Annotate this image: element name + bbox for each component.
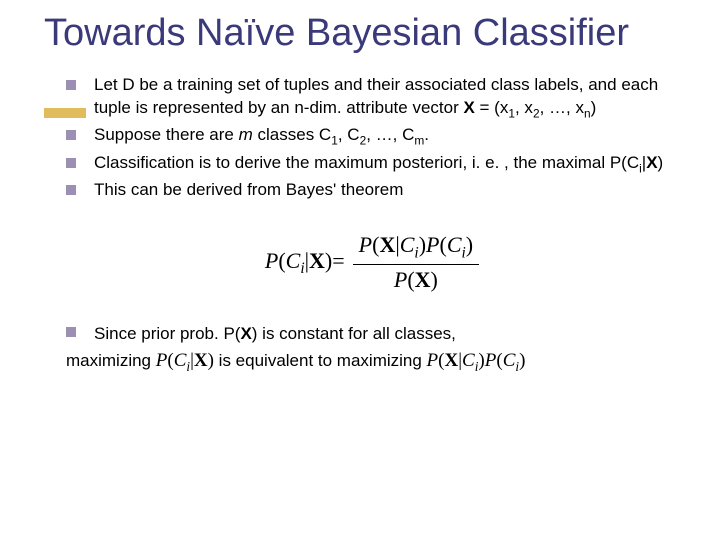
var-x: X [463,98,474,117]
text: , x [515,98,533,117]
text: is equivalent to maximizing [214,351,427,370]
paren: ) [466,232,473,257]
sub: 1 [508,106,515,120]
text: ) [591,98,597,117]
bullet-item-5: Since prior prob. P(X) is constant for a… [66,321,692,347]
paren: ) [431,267,438,292]
c: C [462,350,475,371]
sub: m [414,133,424,147]
paren: ) [519,350,525,371]
x: X [444,350,458,371]
paren: ( [439,232,446,257]
p: P [426,232,439,257]
bayes-formula: P(Ci|X)=P(X|Ci)P(Ci)P(X) [52,232,692,293]
var-x: X [240,324,251,343]
eq: )= [325,248,345,273]
fraction: P(X|Ci)P(Ci)P(X) [353,232,479,293]
text: classes C [253,125,331,144]
x: X [309,248,325,273]
paren: ( [407,267,414,292]
sub: n [584,106,591,120]
text: = (x [475,98,509,117]
c: C [174,350,187,371]
p: P [427,350,439,371]
c: C [400,232,415,257]
bullet-item-4: This can be derived from Bayes' theorem [66,179,692,202]
text: ) is constant for all classes, [252,324,456,343]
numerator: P(X|Ci)P(Ci) [353,232,479,265]
closing-line-2: maximizing P(Ci|X) is equivalent to maxi… [66,347,692,377]
closing-text: Since prior prob. P(X) is constant for a… [66,321,692,376]
text: . [424,125,429,144]
p: P [394,267,407,292]
paren: ( [278,248,285,273]
p: P [485,350,497,371]
var-x: X [646,153,657,172]
bullet-item-3: Classification is to derive the maximum … [66,152,692,176]
p: P [156,350,168,371]
expr-likelihood-prior: P(X|Ci)P(Ci) [427,350,526,371]
slide-title: Towards Naïve Bayesian Classifier [44,12,692,56]
text: , …, x [540,98,584,117]
c: C [447,232,462,257]
x: X [379,232,395,257]
sub: 1 [331,133,338,147]
denominator: P(X) [353,265,479,293]
p: P [265,248,278,273]
slide: Towards Naïve Bayesian Classifier Let D … [0,0,720,397]
text: , …, C [366,125,414,144]
var-m: m [239,125,253,144]
bullet-item-2: Suppose there are m classes C1, C2, …, C… [66,124,692,148]
text: maximizing [66,351,156,370]
expr-posterior: P(Ci|X) [156,350,214,371]
paren: ) [419,232,426,257]
x: X [415,267,431,292]
p: P [359,232,372,257]
sub: 2 [533,106,540,120]
c: C [286,248,301,273]
bullet-item-1: Let D be a training set of tuples and th… [66,74,692,121]
text: Classification is to derive the maximum … [94,153,639,172]
text: , C [338,125,360,144]
text: Suppose there are [94,125,239,144]
text: ) [658,153,664,172]
text: Since prior prob. P( [94,324,240,343]
x: X [194,350,208,371]
text: This can be derived from Bayes' theorem [94,180,403,199]
bullet-list: Let D be a training set of tuples and th… [66,74,692,202]
c: C [503,350,516,371]
